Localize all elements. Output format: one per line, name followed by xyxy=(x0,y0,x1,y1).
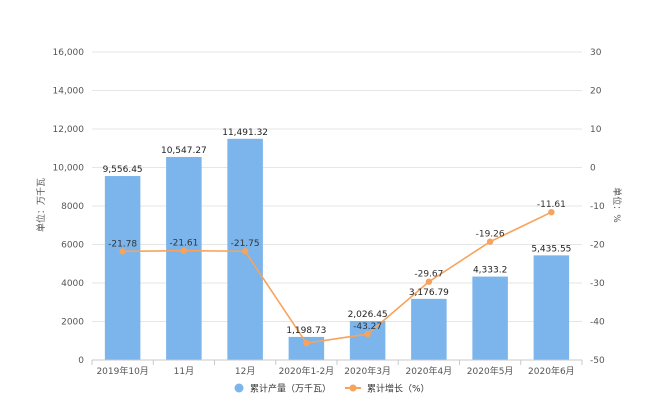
right-tick-label: 20 xyxy=(590,87,602,97)
right-axis-title: 单位：% xyxy=(611,187,623,223)
bar-value-label: 10,547.27 xyxy=(161,146,207,156)
bar-value-label: 1,198.73 xyxy=(286,326,326,336)
x-tick-label: 11月 xyxy=(174,366,194,377)
x-tick-label: 2020年4月 xyxy=(406,365,453,377)
bar-value-label: 9,556.45 xyxy=(103,165,143,175)
left-tick-label: 4000 xyxy=(61,279,84,289)
legend-bar-label: 累计产量（万千瓦） xyxy=(250,383,331,395)
bar xyxy=(472,276,508,360)
x-tick-label: 12月 xyxy=(235,366,255,377)
line-value-label: -29.67 xyxy=(414,270,443,280)
line-point xyxy=(364,330,371,338)
line-value-label: -21.75 xyxy=(231,239,260,249)
line-value-label: -21.78 xyxy=(108,239,137,249)
grid-lines xyxy=(92,51,582,361)
line-point xyxy=(486,238,494,245)
right-y-axis: -50 -40 -30 -20 -10 0 10 20 30 xyxy=(590,48,605,366)
right-tick-label: 30 xyxy=(590,48,602,58)
left-tick-label: 12,000 xyxy=(53,125,85,135)
x-tick-label: 2020年1-2月 xyxy=(279,365,335,377)
line-value-label: -19.26 xyxy=(476,230,505,240)
legend-item-line[interactable]: 累计增长（%） xyxy=(345,383,430,395)
data-labels: 9,556.45 10,547.27 11,491.32 1,198.73 2,026.… xyxy=(103,128,572,336)
line-point xyxy=(241,248,249,255)
right-tick-label: 10 xyxy=(590,125,602,135)
right-tick-label: -20 xyxy=(590,241,605,251)
bar xyxy=(104,176,141,360)
left-tick-label: 8000 xyxy=(61,202,84,212)
left-y-axis: 0 2000 4000 6000 8000 10,000 12,000 14,000 16,00… xyxy=(53,48,85,366)
left-tick-label: 16,000 xyxy=(53,48,85,58)
bar xyxy=(288,336,325,360)
left-tick-label: 6000 xyxy=(61,241,84,251)
right-tick-label: -40 xyxy=(590,318,605,328)
legend-item-bar[interactable]: 累计产量（万千瓦） xyxy=(234,383,332,395)
x-axis: 2019年10月 11月 12月 2020年1-2月 2020年3月 2020年4月 202… xyxy=(91,359,583,377)
x-tick-label: 2020年5月 xyxy=(467,365,514,377)
line-value-label: -43.27 xyxy=(353,322,382,332)
line-point xyxy=(180,247,188,254)
bar xyxy=(349,320,386,360)
left-tick-label: 14,000 xyxy=(53,87,85,97)
bar xyxy=(166,156,202,360)
bar xyxy=(533,255,570,360)
x-tick-label: 2020年6月 xyxy=(528,365,575,377)
left-axis-title: 单位：万千瓦 xyxy=(35,178,47,232)
line-path xyxy=(122,211,552,345)
legend-line-marker xyxy=(349,384,357,392)
line-point xyxy=(119,248,126,255)
right-tick-label: 0 xyxy=(590,164,596,174)
line-point xyxy=(425,278,433,285)
left-tick-label: 10,000 xyxy=(53,164,85,174)
bar xyxy=(411,298,447,360)
line-point xyxy=(548,208,555,216)
right-tick-label: -50 xyxy=(590,356,605,366)
right-tick-label: -10 xyxy=(590,202,605,212)
line-value-label: -11.61 xyxy=(537,200,566,210)
legend-bar-swatch xyxy=(234,383,244,393)
line-value-label: -21.61 xyxy=(169,239,198,249)
bar-series xyxy=(104,138,570,360)
legend: 累计产量（万千瓦） 累计增长（%） xyxy=(234,383,430,395)
legend-line-label: 累计增长（%） xyxy=(367,383,430,395)
bar-value-label: 5,435.55 xyxy=(531,244,571,254)
bar-value-label: 4,333.2 xyxy=(473,266,507,276)
line-series xyxy=(119,208,555,347)
right-tick-label: -30 xyxy=(590,279,605,289)
bar-value-label: 3,176.79 xyxy=(409,288,449,298)
x-tick-label: 2019年10月 xyxy=(96,365,148,377)
bar-value-label: 11,491.32 xyxy=(222,128,268,138)
line-point xyxy=(303,339,310,347)
bar-value-label: 2,026.45 xyxy=(348,310,388,320)
left-tick-label: 0 xyxy=(78,356,84,366)
left-tick-label: 2000 xyxy=(61,318,84,328)
x-tick-label: 2020年3月 xyxy=(344,365,391,377)
